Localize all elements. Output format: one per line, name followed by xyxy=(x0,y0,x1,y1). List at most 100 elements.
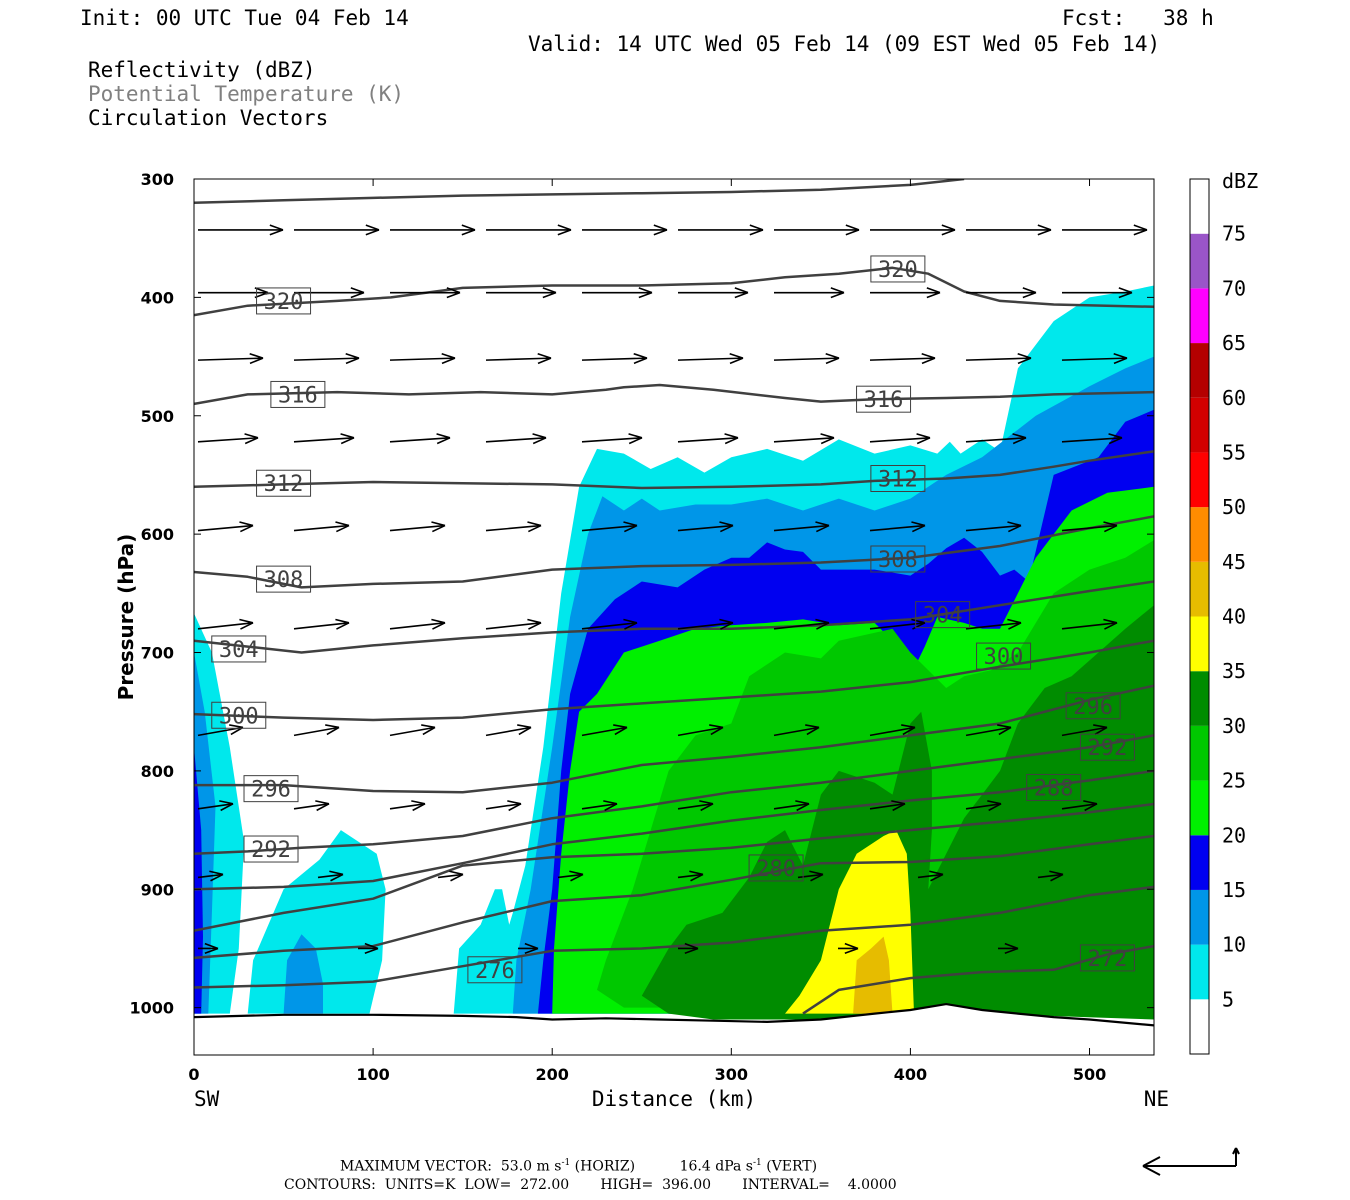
circulation-vector xyxy=(197,873,224,879)
circulation-vector xyxy=(293,802,330,810)
reflectivity-region-10dbz xyxy=(283,934,323,1014)
vector-head xyxy=(1133,224,1148,231)
colorbar-tick-label: 15 xyxy=(1222,878,1246,902)
colorbar-bin xyxy=(1190,999,1209,1054)
reflectivity-region-30dbz xyxy=(641,605,1154,1020)
vector-head xyxy=(825,357,840,365)
vector-head xyxy=(921,352,936,359)
vector-head xyxy=(929,870,944,876)
vector-head xyxy=(988,803,1002,812)
circulation-vector xyxy=(869,802,906,810)
vector-head xyxy=(315,800,330,805)
circulation-vector xyxy=(797,873,824,879)
vector-head xyxy=(1012,437,1027,445)
circulation-vector xyxy=(197,802,234,810)
vector-head xyxy=(532,437,547,445)
vector-head xyxy=(1007,524,1022,533)
vector-head xyxy=(537,352,552,359)
contour-label-288: 288 xyxy=(1034,776,1074,801)
vector-head xyxy=(1084,803,1098,812)
vector-head xyxy=(891,800,906,805)
vector-head xyxy=(446,291,461,299)
vector-head xyxy=(613,724,628,729)
vector-head xyxy=(624,622,638,630)
vector-head xyxy=(219,800,234,805)
circulation-vector xyxy=(293,726,340,737)
vector-head xyxy=(749,229,764,236)
max-vector-note: MAXIMUM VECTOR: 53.0 m s-1 (HORIZ) 16.4 … xyxy=(340,1158,817,1175)
vector-head xyxy=(209,870,224,876)
vector-head xyxy=(690,873,704,882)
circulation-vector xyxy=(965,802,1002,810)
colorbar-tick-label: 20 xyxy=(1222,823,1246,847)
vector-head xyxy=(229,724,244,729)
circulation-vector xyxy=(557,873,584,879)
x-tick-label: 200 xyxy=(536,1065,569,1084)
circulation-vector xyxy=(965,726,1012,737)
circulation-vector xyxy=(317,873,344,879)
vector-head xyxy=(815,524,830,533)
contour-label-box xyxy=(256,469,312,497)
y-tick-label: 1000 xyxy=(129,999,174,1018)
circulation-vector xyxy=(677,802,714,810)
vector-head xyxy=(1118,291,1133,299)
vector-head xyxy=(326,726,340,736)
vector-head xyxy=(901,724,916,729)
theta-contour-272 xyxy=(802,944,1154,1015)
circulation-vector xyxy=(1037,873,1064,879)
vector-head xyxy=(1108,437,1123,445)
colorbar-tick-label: 40 xyxy=(1222,605,1246,629)
vector-head xyxy=(623,524,638,533)
colorbar-bin xyxy=(1190,835,1209,890)
colorbar-tick-label: 45 xyxy=(1222,550,1246,574)
vector-head xyxy=(805,724,820,729)
circulation-vector xyxy=(1061,802,1098,810)
circulation-vector xyxy=(1061,726,1108,737)
vector-head xyxy=(335,524,350,533)
vector-head xyxy=(508,803,522,812)
circulation-vector xyxy=(485,437,547,443)
vector-head xyxy=(441,357,456,365)
surface-line xyxy=(194,1002,1154,1027)
vector-head xyxy=(926,291,941,299)
vector-head xyxy=(365,229,380,236)
x-tick-label: 0 xyxy=(188,1065,199,1084)
vector-head xyxy=(528,622,542,630)
colorbar-tick-label: 65 xyxy=(1222,331,1246,355)
contour-label-276: 276 xyxy=(475,959,515,984)
vector-head xyxy=(449,870,464,876)
contour-label-box xyxy=(915,601,971,629)
vector-head xyxy=(809,870,824,876)
circulation-vector xyxy=(773,622,830,630)
colorbar-bin xyxy=(1190,288,1209,344)
vector-head xyxy=(1008,622,1022,630)
circulation-vector xyxy=(677,357,744,361)
vector-head xyxy=(569,870,584,876)
circulation-vector xyxy=(389,357,456,361)
vector-head xyxy=(411,800,426,805)
vector-head xyxy=(815,521,830,527)
vector-head xyxy=(719,524,734,533)
vector-head xyxy=(1113,352,1128,359)
contour-label-320: 320 xyxy=(878,258,918,283)
circulation-vector xyxy=(581,802,618,810)
vector-head xyxy=(330,873,344,882)
colorbar-tick-label: 60 xyxy=(1222,386,1246,410)
vector-head xyxy=(638,287,653,294)
theta-contour-labels: 320 320 316 316 312 312 308 308 304 304 300 300 296 2… xyxy=(211,255,1135,984)
circulation-vector xyxy=(293,437,355,443)
vector-head xyxy=(524,942,539,950)
vector-head xyxy=(1017,352,1032,359)
vector-head xyxy=(1103,521,1118,527)
y-axis-label: Pressure (hPa) xyxy=(114,534,138,701)
vector-head xyxy=(912,622,926,630)
contour-label-box xyxy=(256,287,312,315)
vector-head xyxy=(845,229,860,236)
vector-head xyxy=(345,352,360,359)
circulation-vector xyxy=(773,437,835,443)
vector-head xyxy=(1022,287,1037,294)
circulation-vector xyxy=(389,437,451,443)
vector-head xyxy=(653,224,668,231)
x-tick-label: 500 xyxy=(1073,1065,1106,1084)
vector-head xyxy=(364,947,379,955)
